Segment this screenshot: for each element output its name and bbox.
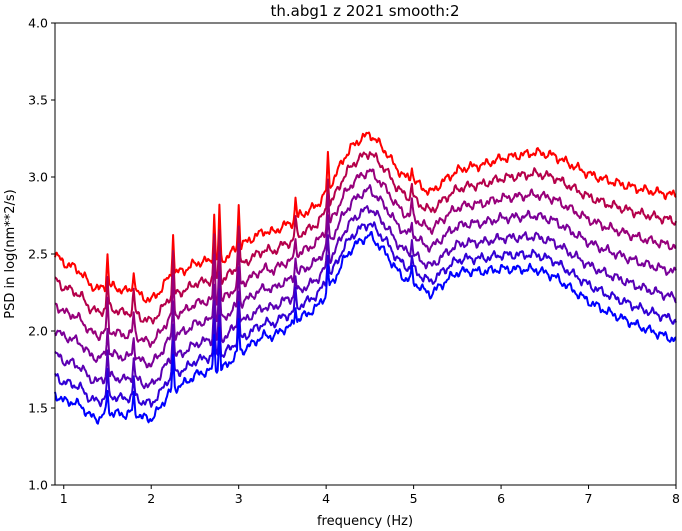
x-tick-label: 3	[235, 491, 243, 506]
y-tick-label: 2.5	[28, 247, 48, 262]
x-axis: 1 2 3 4 5 6 7 8	[60, 485, 680, 506]
y-tick-label: 3.0	[28, 170, 48, 185]
series-layer	[54, 131, 677, 425]
y-tick-label: 2.0	[28, 324, 48, 339]
plot-frame	[54, 22, 677, 486]
psd-series-line	[54, 231, 677, 425]
x-tick-label: 6	[497, 491, 505, 506]
psd-series-line	[54, 131, 677, 304]
y-tick-label: 3.5	[28, 93, 48, 108]
chart-title: th.abg1 z 2021 smooth:2	[270, 2, 459, 20]
y-tick-label: 4.0	[28, 16, 48, 31]
x-tick-label: 5	[410, 491, 418, 506]
psd-series-line	[54, 205, 677, 390]
x-tick-label: 4	[322, 491, 330, 506]
y-tick-label: 1.0	[28, 478, 48, 493]
x-tick-label: 2	[147, 491, 155, 506]
x-tick-label: 8	[672, 491, 680, 506]
psd-series-line	[54, 221, 677, 408]
psd-series-line	[54, 184, 677, 369]
x-tick-label: 1	[60, 491, 68, 506]
y-tick-label: 1.5	[28, 401, 48, 416]
psd-series-line	[54, 168, 677, 348]
y-axis: 1.0 1.5 2.0 2.5 3.0 3.5 4.0	[28, 16, 55, 493]
y-axis-label: PSD in log(nm**2/s)	[3, 189, 18, 319]
x-tick-label: 7	[585, 491, 593, 506]
x-axis-label: frequency (Hz)	[317, 514, 413, 529]
psd-series-line	[54, 151, 677, 325]
